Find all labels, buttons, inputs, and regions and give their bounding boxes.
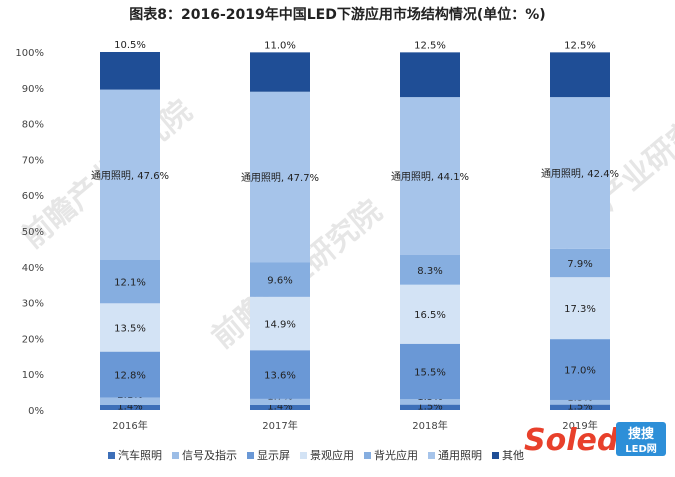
bars: 1.4%2.1%12.8%13.5%12.1%通用照明, 47.6%10.5%1…: [91, 40, 619, 413]
data-label: 15.5%: [414, 368, 446, 379]
svg-text:Soled: Soled: [524, 423, 619, 458]
data-label: 13.6%: [264, 371, 296, 382]
legend-label: 其他: [502, 449, 524, 462]
data-label: 通用照明, 47.7%: [241, 172, 319, 184]
bar-segment: [250, 350, 310, 399]
legend-label: 景观应用: [310, 449, 354, 462]
legend-swatch: [492, 451, 499, 459]
data-label: 14.9%: [264, 320, 296, 331]
bar-segment: [250, 262, 310, 297]
bar-segment: [400, 399, 460, 405]
legend-label: 汽车照明: [118, 449, 162, 462]
legend-item: 背光应用: [364, 447, 418, 463]
legend-item: 其他: [492, 447, 524, 463]
data-label: 12.5%: [564, 40, 596, 51]
legend-label: 通用照明: [438, 449, 482, 462]
bar-segment: [250, 296, 310, 351]
x-tick-label: 2016年: [112, 419, 147, 432]
legend-item: 景观应用: [300, 447, 354, 463]
bar-segment: [400, 254, 460, 285]
bar-segment: [400, 404, 460, 410]
soled-logo: Soled 搜搜 LED网: [524, 422, 666, 458]
legend-swatch: [108, 451, 115, 459]
legend-item: 信号及指示: [172, 447, 237, 463]
legend-item: 通用照明: [428, 447, 482, 463]
legend-label: 显示屏: [257, 449, 290, 462]
data-label: 10.5%: [114, 40, 146, 51]
data-label: 17.3%: [564, 304, 596, 315]
y-axis: 0% 10% 20% 30% 40% 50% 60% 70% 80% 90% 100%: [15, 48, 44, 417]
y-tick-label: 10%: [22, 370, 44, 381]
bar-segment: [100, 259, 160, 304]
bar-segment: [400, 52, 460, 98]
y-tick-label: 90%: [22, 84, 44, 95]
bar-segment: [550, 339, 610, 400]
data-label: 1.4%: [117, 402, 142, 413]
bar-segment: [250, 91, 310, 263]
data-label: 11.0%: [264, 40, 296, 51]
legend-label: 背光应用: [374, 449, 418, 462]
legend-swatch: [364, 451, 371, 459]
data-label: 通用照明, 44.1%: [391, 171, 469, 183]
data-label: 1.4%: [267, 402, 292, 413]
legend: 汽车照明 信号及指示 显示屏 景观应用 背光应用 通用照明 其他: [108, 447, 534, 463]
y-tick-label: 100%: [15, 48, 44, 59]
legend-swatch: [172, 451, 179, 459]
bar-segment: [400, 343, 460, 400]
data-label: 12.1%: [114, 278, 146, 289]
legend-swatch: [300, 451, 307, 459]
data-label: 通用照明, 42.4%: [541, 168, 619, 180]
legend-swatch: [247, 451, 254, 459]
y-tick-label: 60%: [22, 191, 44, 202]
y-tick-label: 50%: [22, 227, 44, 238]
bar-segment: [550, 277, 610, 340]
bar-segment: [100, 397, 160, 405]
legend-swatch: [428, 451, 435, 459]
x-tick-label: 2018年: [412, 419, 447, 432]
bar-segment: [550, 399, 610, 405]
data-label: 通用照明, 47.6%: [91, 170, 169, 182]
bar-segment: [550, 248, 610, 278]
svg-text:LED网: LED网: [625, 443, 657, 455]
legend-label: 信号及指示: [182, 449, 237, 462]
bar-segment: [100, 351, 160, 398]
y-tick-label: 30%: [22, 299, 44, 310]
bar-segment: [250, 404, 310, 410]
bar-segment: [550, 97, 610, 249]
bar-segment: [250, 398, 310, 405]
stacked-bar-chart: 0%10%20%30%40%50%60%70%80%90%100% 1.4%2.…: [15, 40, 619, 432]
bar-segment: [550, 52, 610, 98]
y-tick-label: 70%: [22, 155, 44, 166]
x-tick-label: 2017年: [262, 419, 297, 432]
bar-segment: [100, 404, 160, 410]
data-label: 1.5%: [567, 402, 592, 413]
data-label: 17.0%: [564, 366, 596, 377]
y-tick-label: 40%: [22, 263, 44, 274]
svg-text:搜搜: 搜搜: [628, 426, 655, 442]
bar-segment: [250, 52, 310, 92]
y-tick-label: 20%: [22, 334, 44, 345]
bar-segment: [550, 404, 610, 410]
bar-segment: [100, 52, 160, 90]
data-label: 13.5%: [114, 323, 146, 334]
data-label: 1.5%: [417, 402, 442, 413]
chart-title: 图表8：2016-2019年中国LED下游应用市场结构情况(单位：%): [129, 7, 546, 23]
y-tick-label: 0%: [28, 406, 44, 417]
data-label: 8.3%: [417, 266, 442, 277]
data-label: 7.9%: [567, 259, 592, 270]
data-label: 12.8%: [114, 371, 146, 382]
data-label: 12.5%: [414, 40, 446, 51]
bar-segment: [100, 303, 160, 352]
data-label: 9.6%: [267, 276, 292, 287]
data-label: 16.5%: [414, 310, 446, 321]
x-tick-label: 2019年: [562, 419, 597, 432]
legend-item: 汽车照明: [108, 447, 162, 463]
y-tick-label: 80%: [22, 120, 44, 131]
bar-segment: [400, 97, 460, 255]
bar-segment: [100, 89, 160, 260]
bar-segment: [400, 284, 460, 344]
legend-item: 显示屏: [247, 447, 290, 463]
x-axis: 2016年 2017年 2018年 2019年: [112, 419, 597, 432]
